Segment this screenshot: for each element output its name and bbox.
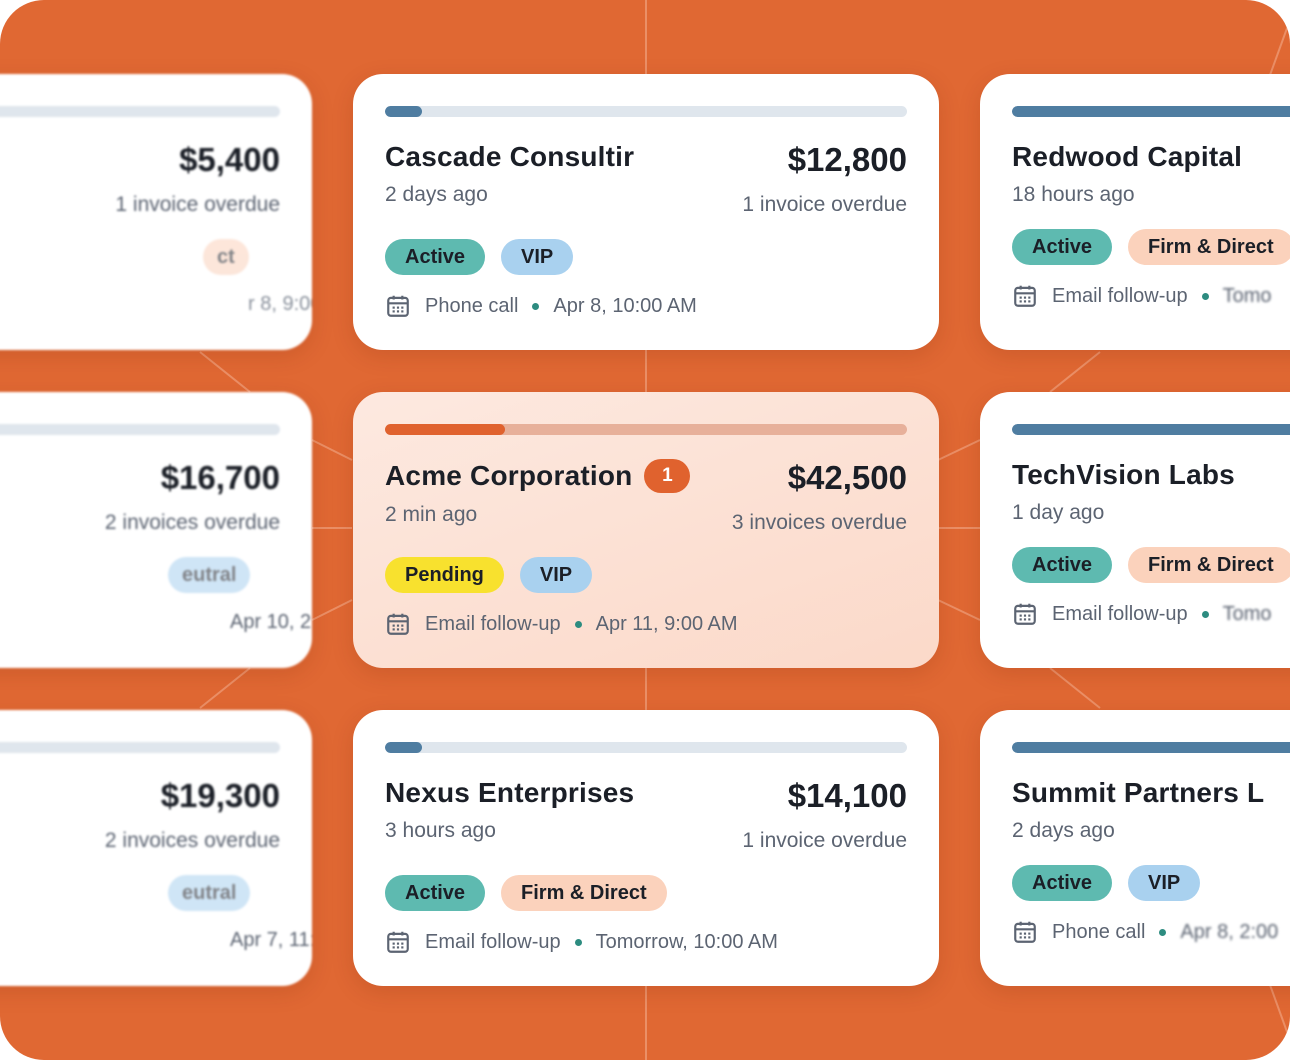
progress-bar — [0, 106, 280, 117]
last-activity: 18 hours ago — [1012, 183, 1135, 206]
progress-bar — [1012, 742, 1290, 753]
client-name: Redwood Capital — [1012, 141, 1243, 172]
client-card[interactable]: $16,700 2 invoices overdue eutral Apr 10… — [0, 392, 312, 668]
calendar-icon — [387, 931, 409, 953]
segment-tag: Firm & Direct — [1128, 229, 1290, 265]
next-action-type: Email follow-up — [425, 612, 561, 635]
progress-bar — [0, 742, 280, 753]
overdue-count: 3 invoices overdue — [731, 511, 907, 534]
progress-bar — [1012, 424, 1290, 435]
segment-tag: VIP — [1128, 865, 1201, 901]
progress-bar — [0, 424, 280, 435]
next-action-type: Phone call — [1052, 920, 1146, 943]
client-card-summit[interactable]: Summit Partners L 2 days ago Active VIP … — [980, 710, 1290, 986]
last-activity: 1 day ago — [1012, 501, 1105, 524]
next-action-type: Phone call — [425, 294, 519, 317]
amount: $12,800 — [787, 141, 907, 178]
client-name: Nexus Enterprises — [385, 777, 635, 808]
next-action-date: Tomo — [1222, 284, 1272, 307]
last-activity: 2 min ago — [385, 503, 478, 526]
next-action-date: Tomorrow, 10:00 AM — [595, 930, 778, 953]
segment-tag: Firm & Direct — [1128, 547, 1290, 583]
client-card-cascade[interactable]: Cascade Consultir 2 days ago $12,800 1 i… — [353, 74, 939, 350]
next-action-type: Email follow-up — [1052, 284, 1188, 307]
status-tag: Active — [1012, 547, 1113, 583]
calendar-icon — [1014, 603, 1036, 625]
progress-bar — [1012, 106, 1290, 117]
client-card[interactable]: $19,300 2 invoices overdue eutral Apr 7,… — [0, 710, 312, 986]
overdue-count: 1 invoice overdue — [742, 193, 907, 216]
next-action-type: Email follow-up — [1052, 602, 1188, 625]
segment-tag: VIP — [519, 557, 593, 593]
progress-bar — [385, 742, 907, 753]
amount: $14,100 — [787, 777, 907, 814]
status-tag: Active — [385, 239, 486, 275]
client-card[interactable]: $5,400 1 invoice overdue ct r 8, 9:00 AM — [0, 74, 312, 350]
client-name: Acme Corporation — [385, 460, 633, 491]
calendar-icon — [1014, 285, 1036, 307]
overdue-count: 1 invoice overdue — [115, 193, 280, 216]
client-card-nexus[interactable]: Nexus Enterprises 3 hours ago $14,100 1 … — [353, 710, 939, 986]
client-name: TechVision Labs — [1012, 459, 1235, 490]
calendar-icon — [1014, 921, 1036, 943]
tag: eutral — [168, 875, 251, 911]
next-action-date: Apr 11, 9:00 AM — [595, 612, 738, 635]
amount: $16,700 — [160, 459, 280, 496]
next-action-date: Apr 8, 10:00 AM — [553, 294, 697, 317]
client-card-redwood[interactable]: Redwood Capital 18 hours ago Active Firm… — [980, 74, 1290, 350]
client-card-acme[interactable]: Acme Corporation 1 2 min ago $42,500 3 in… — [353, 392, 939, 668]
next-action-date: Tomo — [1222, 602, 1272, 625]
segment-tag: VIP — [501, 239, 574, 275]
next-action-type: Email follow-up — [425, 930, 561, 953]
overdue-count: 2 invoices overdue — [104, 829, 280, 852]
amount: $5,400 — [179, 141, 280, 178]
client-name: Cascade Consultir — [385, 141, 635, 172]
status-tag: Active — [1012, 865, 1113, 901]
amount: $19,300 — [160, 777, 280, 814]
progress-bar — [385, 106, 907, 117]
tag: eutral — [168, 557, 251, 593]
overdue-count: 1 invoice overdue — [742, 829, 907, 852]
client-card-techvision[interactable]: TechVision Labs 1 day ago Active Firm & … — [980, 392, 1290, 668]
notification-badge: 1 — [644, 459, 691, 493]
meta-date: Apr 7, 11:30 AM — [230, 929, 312, 951]
status-tag: Pending — [385, 557, 504, 593]
status-tag: Active — [385, 875, 486, 911]
calendar-icon — [387, 613, 409, 635]
status-tag: Active — [1012, 229, 1113, 265]
calendar-icon — [387, 295, 409, 317]
progress-bar — [385, 424, 907, 435]
overdue-count: 2 invoices overdue — [104, 511, 280, 534]
next-action-date: Apr 8, 2:00 — [1180, 920, 1279, 943]
tag: ct — [203, 239, 249, 275]
meta-date: Apr 10, 2:00 PM — [230, 611, 312, 633]
last-activity: 2 days ago — [385, 183, 488, 206]
amount: $42,500 — [787, 459, 907, 496]
last-activity: 3 hours ago — [385, 819, 496, 842]
last-activity: 2 days ago — [1012, 819, 1115, 842]
meta-date: r 8, 9:00 AM — [248, 293, 312, 315]
segment-tag: Firm & Direct — [501, 875, 667, 911]
client-name: Summit Partners L — [1012, 777, 1265, 808]
